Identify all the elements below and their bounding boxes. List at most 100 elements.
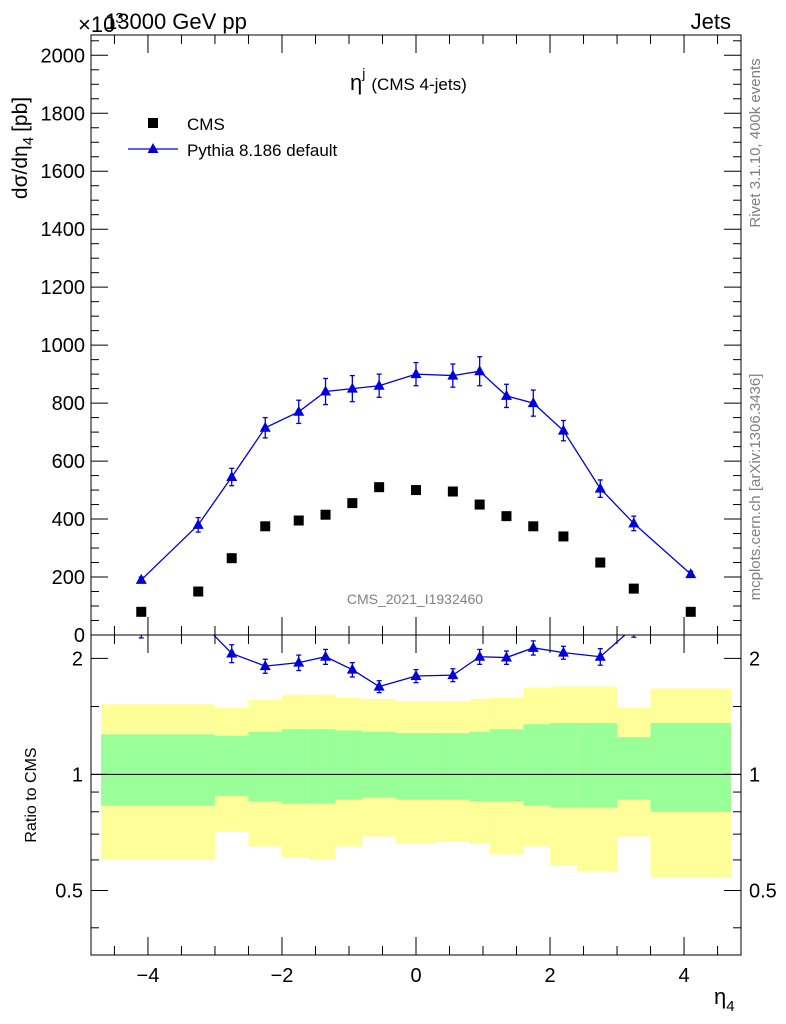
cms-point: [193, 586, 204, 597]
legend-marker-cms: [148, 118, 158, 128]
ratio-data-marks: [91, 613, 741, 775]
ratio-inner-band: [308, 729, 336, 804]
ratio-y-tick-label-left: 2: [72, 648, 83, 670]
pythia-point: [500, 389, 512, 400]
main-y-tick-label: 200: [52, 567, 85, 589]
pythia-point: [293, 405, 305, 416]
cms-point: [595, 557, 606, 568]
x-tick-label: 0: [410, 965, 421, 987]
main-y-tick-label: 600: [52, 451, 85, 473]
ratio-inner-band: [281, 729, 309, 804]
ratio-y-axis-label: Ratio to CMS: [23, 747, 40, 842]
pythia-point: [685, 568, 697, 579]
ratio-pythia-point: [474, 650, 486, 661]
x-tick-label: 2: [544, 965, 555, 987]
cms-point: [136, 606, 147, 617]
ratio-pythia-point: [226, 647, 238, 658]
ratio-inner-band: [650, 722, 731, 812]
ratio-y-tick-label-left: 0.5: [55, 880, 83, 902]
ratio-y-tick-label-right: 0.5: [749, 880, 777, 902]
pythia-point: [135, 573, 147, 584]
ratio-inner-band: [576, 722, 618, 808]
pythia-point: [527, 397, 539, 408]
ratio-pythia-point: [557, 646, 569, 657]
ratio-pythia-point: [628, 621, 639, 631]
cms-point: [374, 482, 385, 493]
pythia-series-line: [140, 370, 692, 581]
pythia-point: [346, 382, 358, 393]
ratio-inner-band: [617, 737, 651, 800]
pythia-point: [373, 379, 385, 390]
cms-point: [347, 498, 358, 509]
ratio-inner-band: [335, 730, 363, 800]
main-y-tick-label: 1600: [41, 161, 86, 183]
main-y-tick-label: 0: [74, 625, 85, 647]
cms-point: [528, 521, 539, 532]
x-tick-label: −4: [137, 965, 160, 987]
ratio-y-tick-label-right: 2: [749, 648, 760, 670]
ratio-y-tick-label-left: 1: [72, 764, 83, 786]
ratio-pythia-point: [594, 650, 606, 661]
pythia-point: [628, 517, 640, 528]
header-left: 13000 GeV pp: [105, 9, 247, 34]
ratio-y-tick-label-right: 1: [749, 764, 760, 786]
main-y-tick-label: 1400: [41, 219, 86, 241]
cms-point: [474, 499, 485, 510]
ratio-pythia-point: [320, 650, 332, 661]
pythia-point: [259, 421, 271, 432]
pythia-point: [594, 482, 606, 493]
ratio-inner-band: [395, 733, 437, 800]
cms-point: [628, 583, 639, 594]
ratio-inner-band: [523, 724, 551, 806]
main-y-tick-label: 1000: [41, 335, 86, 357]
ratio-inner-band: [469, 731, 490, 802]
ratio-pythia-point: [527, 641, 539, 652]
ratio-inner-band: [101, 734, 182, 806]
ratio-pythia-point: [346, 663, 358, 674]
ratio-pythia-point: [293, 656, 305, 667]
cms-point: [501, 511, 512, 522]
main-y-tick-label: 1200: [41, 277, 86, 299]
cms-point: [685, 606, 696, 617]
header-right: Jets: [691, 9, 731, 34]
legend-marker-pythia: [147, 143, 159, 153]
cms-point: [293, 515, 304, 526]
y-multiplier: ×103: [78, 10, 124, 37]
pythia-point: [192, 518, 204, 529]
pythia-point: [474, 365, 486, 376]
main-data-marks: [135, 356, 697, 617]
side-label-mcplots: mcplots.cern.ch [arXiv:1306.3436]: [747, 374, 764, 601]
ratio-pythia-point: [373, 680, 385, 691]
ratio-ticks: [91, 635, 741, 955]
ratio-tick-labels: 0.5 0.5 1 1 2 2: [55, 648, 777, 902]
ratio-pythia-point: [410, 670, 422, 681]
ratio-pythia-point: [447, 669, 459, 680]
ratio-uncertainty-bands: [101, 686, 731, 878]
x-tick-label: 4: [678, 965, 689, 987]
ratio-pythia-point: [193, 613, 204, 623]
ratio-inner-band: [550, 722, 577, 808]
cms-point: [226, 553, 237, 564]
main-y-tick-label: 800: [52, 393, 85, 415]
cms-point: [447, 486, 458, 497]
main-y-axis-label: dσ/dη4[pb]: [9, 97, 37, 199]
pythia-point: [447, 369, 459, 380]
ratio-plot-frame: [90, 634, 742, 956]
ratio-inner-band: [248, 731, 282, 802]
main-y-tick-label: 2000: [41, 45, 86, 67]
ratio-pythia-point: [259, 660, 271, 671]
cms-point: [260, 521, 271, 532]
ratio-inner-band: [181, 734, 215, 806]
legend-label-cms: CMS: [187, 115, 225, 134]
ratio-inner-band: [489, 729, 524, 802]
cms-point: [558, 531, 569, 542]
legend: CMS Pythia 8.186 default: [128, 115, 338, 160]
x-tick-labels: −4 −2 0 2 4: [137, 965, 690, 987]
ratio-inner-band: [214, 735, 249, 796]
ratio-pythia-point: [500, 651, 512, 662]
main-tick-labels: 0 200 400 600 800 1000 1200 1400 1600 1800 2000: [41, 45, 86, 647]
x-tick-label: −2: [271, 965, 294, 987]
main-y-tick-label: 1800: [41, 103, 86, 125]
legend-label-pythia: Pythia 8.186 default: [187, 141, 338, 160]
pythia-point: [410, 368, 422, 379]
